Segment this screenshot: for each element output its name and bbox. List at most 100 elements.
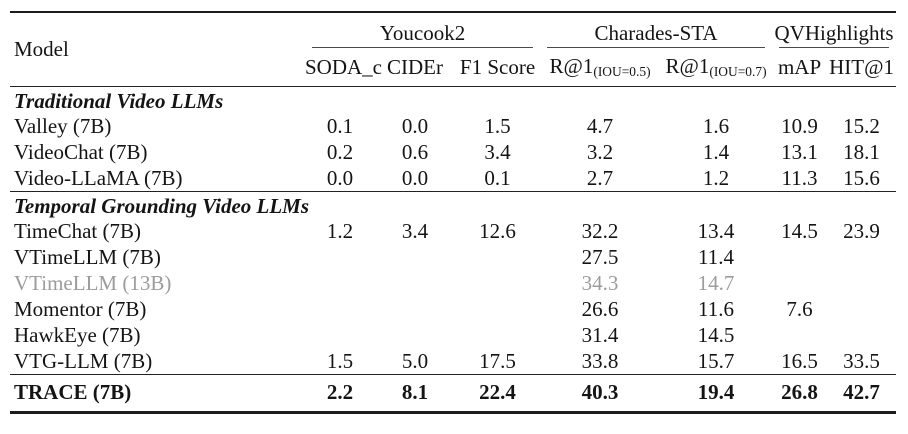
rule-under-youcook2 [312, 47, 534, 48]
value-cell: 26.8 [772, 373, 828, 412]
col-header-r1-iou07: R@1(IOU=0.7) [660, 48, 773, 87]
value-cell: 1.4 [702, 139, 730, 164]
value-cell: 1.6 [702, 113, 730, 138]
iou07-subscript: (IOU=0.7) [709, 64, 767, 79]
value-cell: 27.5 [581, 244, 619, 269]
value-cell [375, 244, 455, 270]
col-header-r1-iou05: R@1(IOU=0.5) [540, 48, 661, 87]
value-cell: 11.3 [772, 165, 828, 192]
value-cell: 1.2 [660, 165, 773, 192]
value-cell [827, 244, 896, 270]
value-cell: 2.7 [540, 165, 661, 192]
model-cell: VideoChat (7B) [14, 139, 148, 164]
value-cell: 22.4 [455, 373, 541, 412]
table-row-trace: TRACE (7B) 2.2 8.1 22.4 40.3 19.4 26.8 4… [10, 373, 897, 412]
value-cell: 14.5 [697, 322, 735, 347]
rule-under-qvhighlights [779, 47, 890, 48]
value-cell [305, 270, 375, 296]
value-cell [772, 322, 827, 348]
value-cell: 33.8 [581, 348, 619, 373]
value-cell: 17.5 [479, 348, 516, 373]
value-cell: 34.3 [581, 270, 619, 295]
model-cell: HawkEye (7B) [14, 322, 141, 347]
value-cell [772, 270, 827, 296]
group-label-youcook2: Youcook2 [379, 20, 466, 45]
value-cell [455, 296, 540, 322]
value-cell [455, 270, 540, 296]
model-cell: Valley (7B) [14, 113, 112, 138]
value-cell [455, 244, 540, 270]
value-cell: 31.4 [581, 322, 619, 347]
value-cell: 32.2 [581, 218, 619, 243]
value-cell: 7.6 [786, 296, 813, 321]
value-cell: 18.1 [843, 139, 880, 164]
value-cell: 2.2 [305, 373, 375, 412]
value-cell [375, 322, 455, 348]
group-header-charades-sta: Charades-STA [540, 12, 772, 48]
col-header-f1-score: F1 Score [455, 48, 541, 87]
value-cell: 0.1 [455, 165, 541, 192]
value-cell: 40.3 [540, 373, 661, 412]
value-cell [772, 244, 827, 270]
rule-under-charades-sta [547, 47, 766, 48]
model-cell: VTimeLLM (7B) [14, 244, 161, 269]
value-cell [375, 296, 455, 322]
value-cell: 3.4 [484, 139, 511, 164]
table-row-videochat: VideoChat (7B) 0.2 0.6 3.4 3.2 1.4 13.1 … [10, 139, 896, 165]
value-cell: 4.7 [586, 113, 614, 138]
section-title: Traditional Video LLMs [14, 88, 224, 113]
value-cell [455, 322, 540, 348]
value-cell: 0.2 [326, 139, 354, 164]
value-cell: 13.1 [781, 139, 818, 164]
model-cell: TimeChat (7B) [14, 218, 141, 243]
value-cell: 13.4 [697, 218, 735, 243]
value-cell: 23.9 [843, 218, 880, 243]
value-cell [827, 270, 896, 296]
value-cell [827, 296, 896, 322]
value-cell: 1.2 [326, 218, 354, 243]
col-header-model: Model [10, 12, 305, 87]
col-header-map: mAP [772, 48, 828, 87]
value-cell: 42.7 [827, 373, 897, 412]
value-cell: 11.6 [698, 296, 735, 321]
paper-table-figure: Model Youcook2 Charades-STA QVHighlights… [10, 11, 897, 414]
value-cell [305, 244, 375, 270]
col-header-hit1: HIT@1 [827, 48, 897, 87]
group-label-charades-sta: Charades-STA [594, 20, 718, 45]
table-row-vtimellm-13b: VTimeLLM (13B) 34.3 14.7 [10, 270, 896, 296]
group-label-qvhighlights: QVHighlights [774, 20, 894, 45]
table-row-hawkeye: HawkEye (7B) 31.4 14.5 [10, 322, 896, 348]
value-cell: 0.0 [401, 113, 429, 138]
table-row-vtimellm-7b: VTimeLLM (7B) 27.5 11.4 [10, 244, 896, 270]
value-cell [375, 270, 455, 296]
col-header-cider: CIDEr [375, 48, 455, 87]
value-cell: 3.4 [401, 218, 429, 243]
value-cell: 1.5 [326, 348, 354, 373]
r1-label: R@1 [549, 54, 594, 79]
value-cell: 15.7 [697, 348, 735, 373]
table-row-momentor: Momentor (7B) 26.6 11.6 7.6 [10, 296, 896, 322]
section-title-temporal-row: Temporal Grounding Video LLMs [10, 191, 896, 218]
group-header-qvhighlights: QVHighlights [772, 12, 896, 48]
iou05-subscript: (IOU=0.5) [593, 64, 651, 79]
value-cell: 15.2 [843, 113, 880, 138]
value-cell: 16.5 [781, 348, 818, 373]
value-cell: 12.6 [479, 218, 516, 243]
value-cell: 0.0 [375, 165, 455, 192]
value-cell: 5.0 [401, 348, 429, 373]
r1-label: R@1 [665, 54, 710, 79]
value-cell: 10.9 [781, 113, 818, 138]
model-cell: VTG-LLM (7B) [14, 348, 153, 373]
value-cell [827, 322, 896, 348]
col-header-soda-c: SODA_c [305, 48, 382, 87]
group-header-row: Model Youcook2 Charades-STA QVHighlights [10, 12, 896, 87]
value-cell: 33.5 [843, 348, 880, 373]
table-row-timechat: TimeChat (7B) 1.2 3.4 12.6 32.2 13.4 14.… [10, 218, 896, 244]
value-cell: 3.2 [586, 139, 614, 164]
section-title-traditional-row: Traditional Video LLMs [10, 86, 896, 113]
value-cell: 14.7 [697, 270, 735, 295]
section-title: Temporal Grounding Video LLMs [14, 193, 310, 218]
value-cell: 14.5 [781, 218, 818, 243]
value-cell: 19.4 [660, 373, 773, 412]
table-row-video-llama: Video-LLaMA (7B) 0.0 0.0 0.1 2.7 1.2 11.… [10, 165, 897, 192]
